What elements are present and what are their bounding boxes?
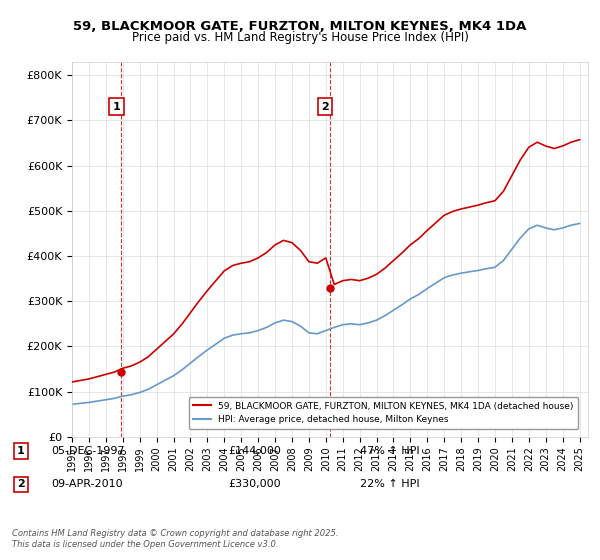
Text: 09-APR-2010: 09-APR-2010 xyxy=(51,479,122,489)
Text: 2: 2 xyxy=(322,102,329,112)
Text: 2: 2 xyxy=(17,479,25,489)
Text: £144,000: £144,000 xyxy=(228,446,281,456)
Text: 1: 1 xyxy=(17,446,25,456)
Text: 59, BLACKMOOR GATE, FURZTON, MILTON KEYNES, MK4 1DA: 59, BLACKMOOR GATE, FURZTON, MILTON KEYN… xyxy=(73,20,527,32)
Text: Contains HM Land Registry data © Crown copyright and database right 2025.
This d: Contains HM Land Registry data © Crown c… xyxy=(12,529,338,549)
Text: 1: 1 xyxy=(112,102,120,112)
Text: 22% ↑ HPI: 22% ↑ HPI xyxy=(360,479,419,489)
Text: Price paid vs. HM Land Registry's House Price Index (HPI): Price paid vs. HM Land Registry's House … xyxy=(131,31,469,44)
Text: £330,000: £330,000 xyxy=(228,479,281,489)
Text: 05-DEC-1997: 05-DEC-1997 xyxy=(51,446,125,456)
Text: 47% ↑ HPI: 47% ↑ HPI xyxy=(360,446,419,456)
Legend: 59, BLACKMOOR GATE, FURZTON, MILTON KEYNES, MK4 1DA (detached house), HPI: Avera: 59, BLACKMOOR GATE, FURZTON, MILTON KEYN… xyxy=(188,397,578,428)
